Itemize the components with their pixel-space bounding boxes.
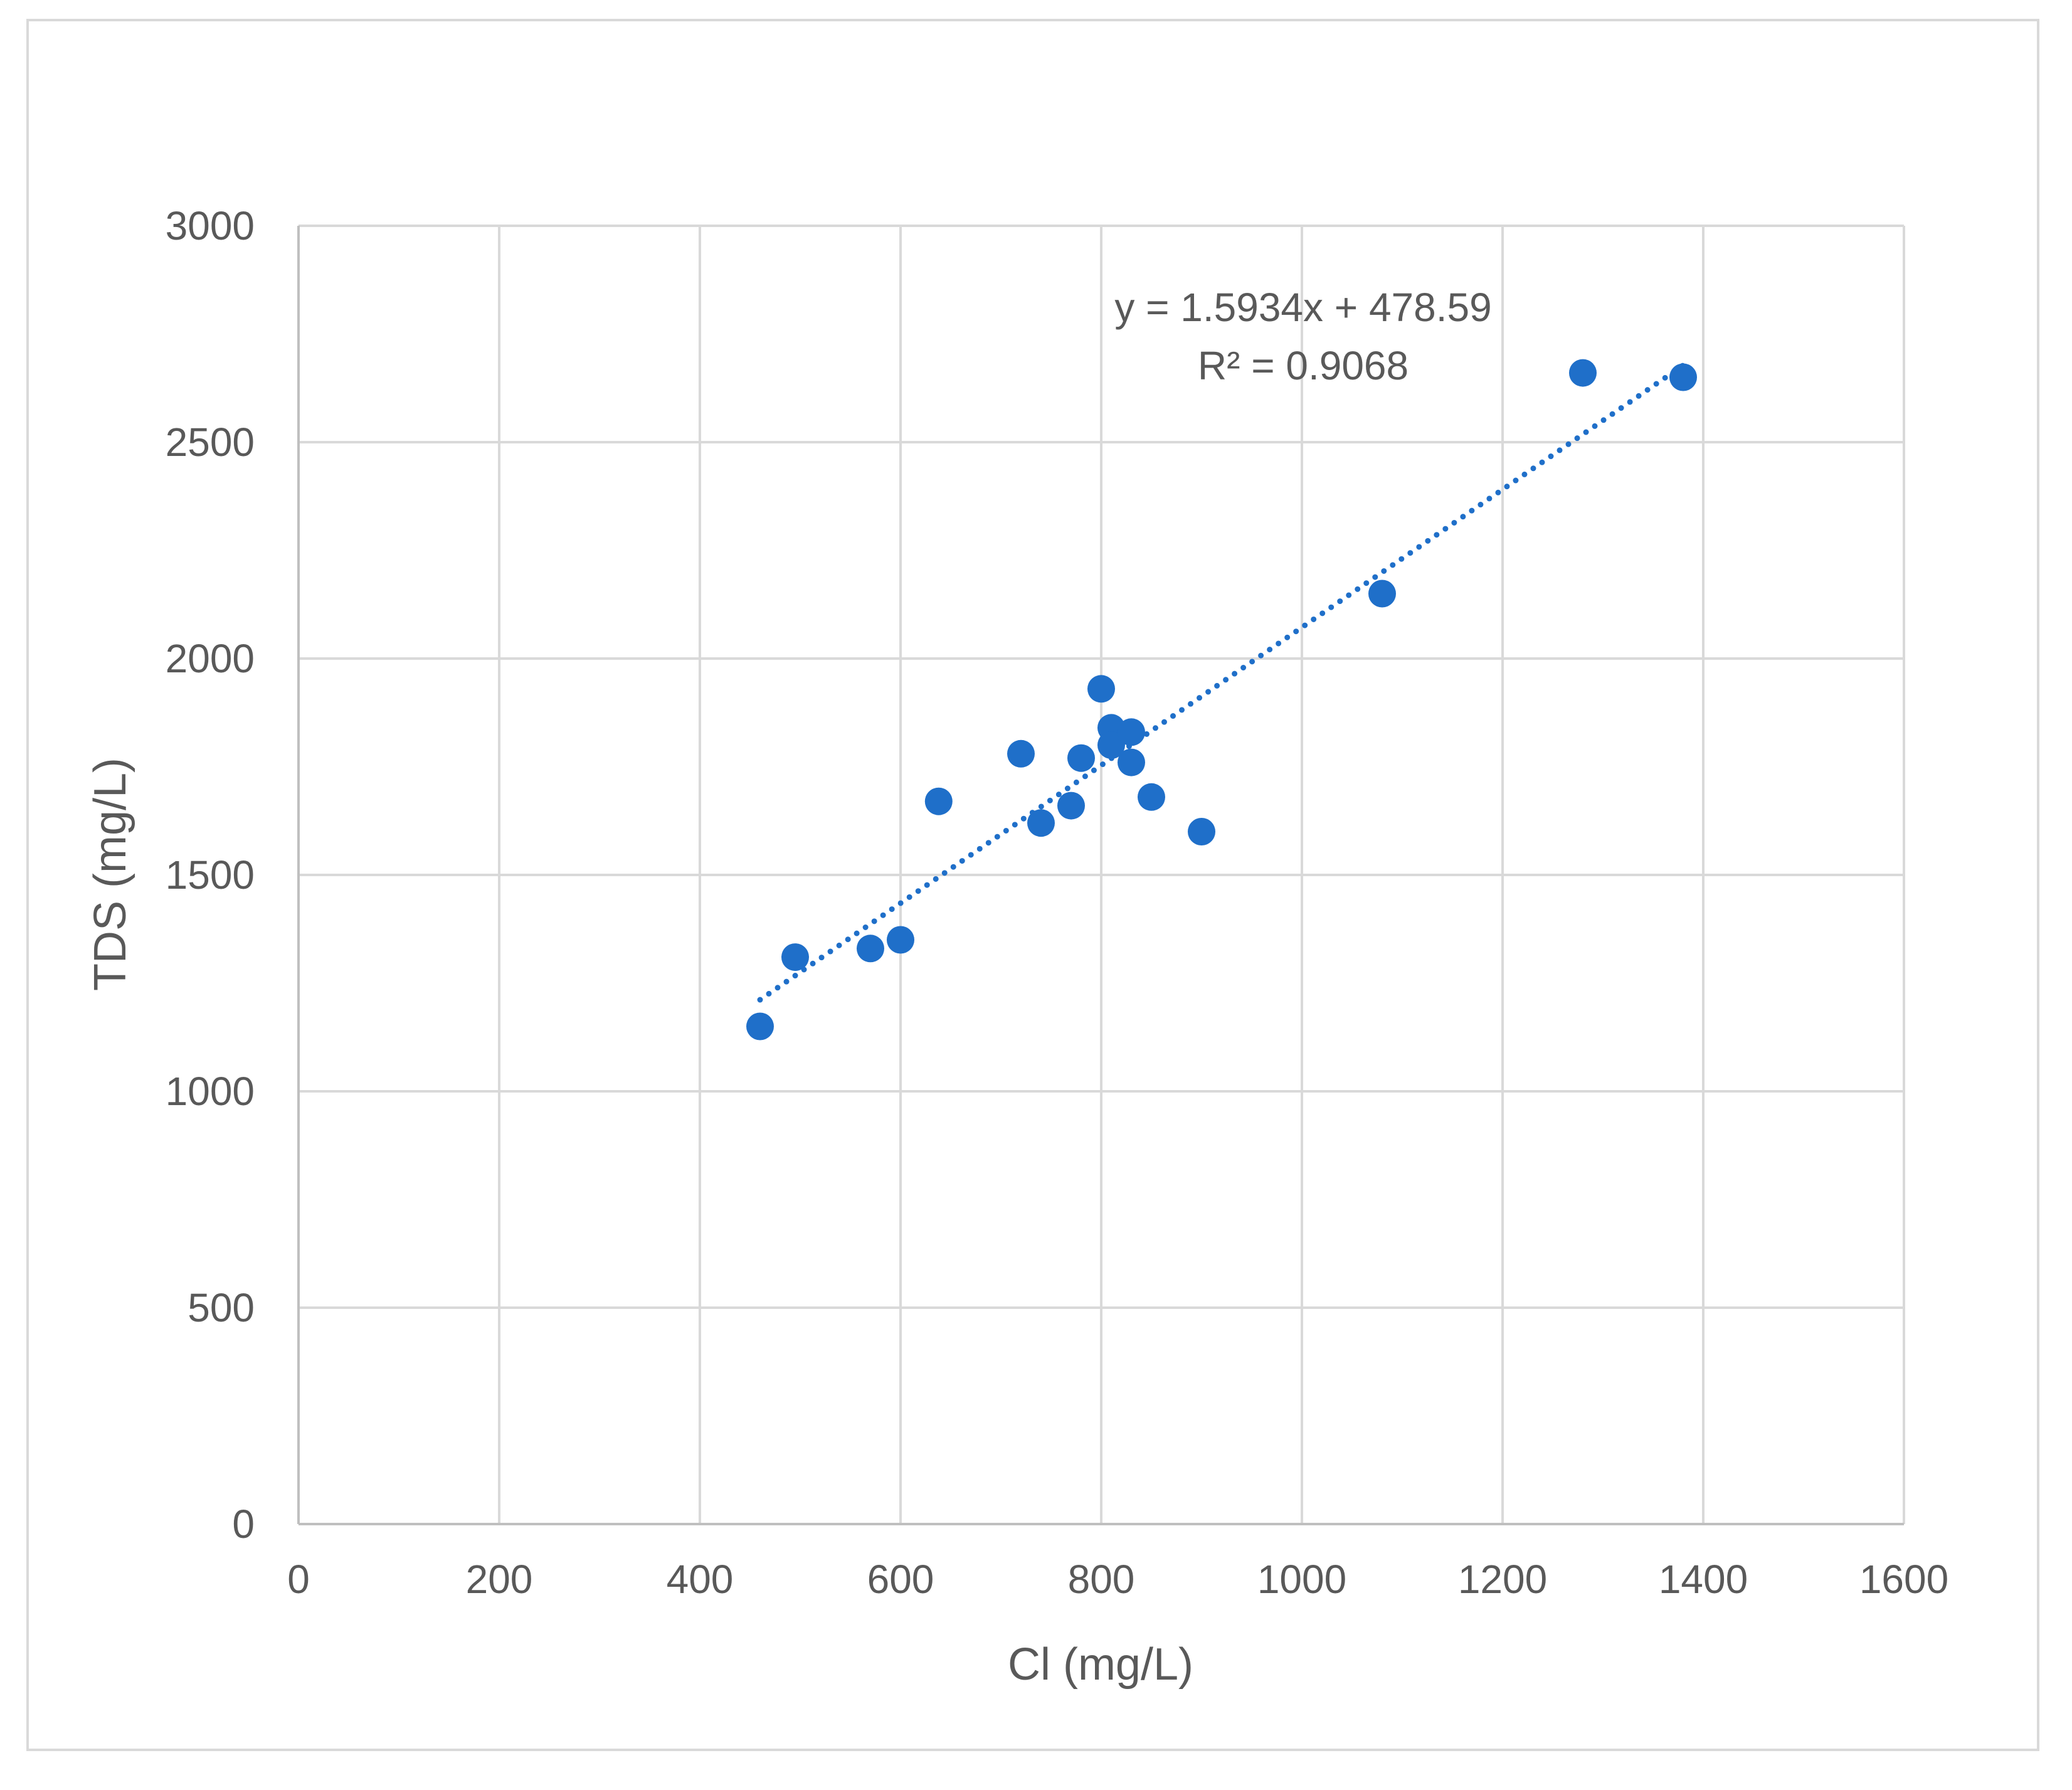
data-point — [1097, 731, 1125, 759]
trendline-layer — [757, 363, 1686, 1003]
trendline-r2: R² = 0.9068 — [1198, 343, 1409, 388]
x-tick-label: 1600 — [1859, 1557, 1948, 1602]
x-tick-label: 200 — [466, 1557, 533, 1602]
x-axis-title: Cl (mg/L) — [1008, 1639, 1193, 1690]
data-point — [746, 1012, 774, 1041]
y-tick-label: 500 — [188, 1285, 255, 1330]
data-point — [1188, 818, 1215, 845]
x-tick-label: 800 — [1068, 1557, 1135, 1602]
data-point — [1118, 718, 1145, 746]
y-tick-label: 1500 — [166, 852, 255, 898]
axis-layer — [297, 226, 1904, 1525]
label-layer: 0 200 400 600 800 1000 1200 1400 1600 0 500 1000 150… — [166, 203, 1949, 1602]
x-tick-label: 1000 — [1257, 1557, 1346, 1602]
data-point — [1368, 580, 1396, 608]
data-point — [857, 935, 884, 963]
trendline — [757, 363, 1686, 1003]
data-point — [1087, 675, 1115, 703]
x-tick-label: 0 — [287, 1557, 310, 1602]
y-axis-title: TDS (mg/L) — [85, 758, 135, 991]
y-tick-label: 2000 — [166, 636, 255, 681]
data-point — [1007, 739, 1035, 768]
data-point — [1569, 359, 1597, 387]
x-tick-label: 1200 — [1458, 1557, 1547, 1602]
data-point — [924, 787, 953, 815]
x-tick-label: 600 — [867, 1557, 934, 1602]
data-point — [1067, 744, 1095, 772]
grid-layer — [299, 225, 1905, 1524]
trendline-equation: y = 1.5934x + 478.59 — [1114, 285, 1491, 330]
data-point — [1057, 792, 1085, 820]
data-point — [1118, 748, 1145, 776]
y-tick-label: 2500 — [166, 420, 255, 465]
data-point — [1669, 363, 1697, 391]
data-point — [1027, 809, 1055, 837]
x-tick-label: 400 — [667, 1557, 734, 1602]
x-tick-label: 1400 — [1659, 1557, 1748, 1602]
y-tick-label: 0 — [232, 1501, 255, 1547]
y-tick-label: 1000 — [166, 1069, 255, 1114]
data-point — [781, 943, 809, 972]
y-tick-label: 3000 — [166, 203, 255, 248]
point-layer — [746, 359, 1697, 1041]
data-point — [887, 926, 914, 954]
data-point — [1138, 783, 1165, 811]
